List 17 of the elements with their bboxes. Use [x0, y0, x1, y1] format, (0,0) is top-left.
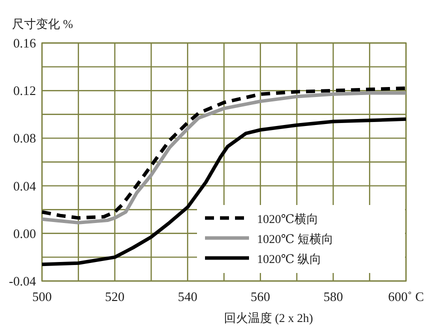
y-tick-label: 0.16 — [13, 36, 36, 50]
y-tick-label: 0.08 — [13, 130, 36, 146]
x-tick-label: 540 — [178, 289, 198, 304]
y-tick-label: 0.12 — [13, 83, 36, 98]
y-tick-label: 0.00 — [13, 226, 36, 241]
y-axis-title: 尺寸变化 % — [12, 17, 73, 31]
x-tick-label: 520 — [105, 289, 125, 304]
x-axis-title: 回火温度 (2 x 2h) — [224, 311, 313, 325]
legend-label: 1020℃ 短横向 — [257, 232, 334, 246]
x-tick-label: 580 — [323, 289, 343, 304]
x-tick-label: 600˚ C — [388, 289, 424, 304]
x-tick-label: 560 — [250, 289, 270, 304]
y-tick-label: -0.04 — [8, 274, 36, 288]
x-tick-label: 500 — [32, 289, 52, 304]
legend-label: 1020℃ 纵向 — [257, 252, 322, 266]
y-tick-label: 0.04 — [13, 178, 36, 194]
legend-label: 1020℃横向 — [257, 212, 318, 226]
